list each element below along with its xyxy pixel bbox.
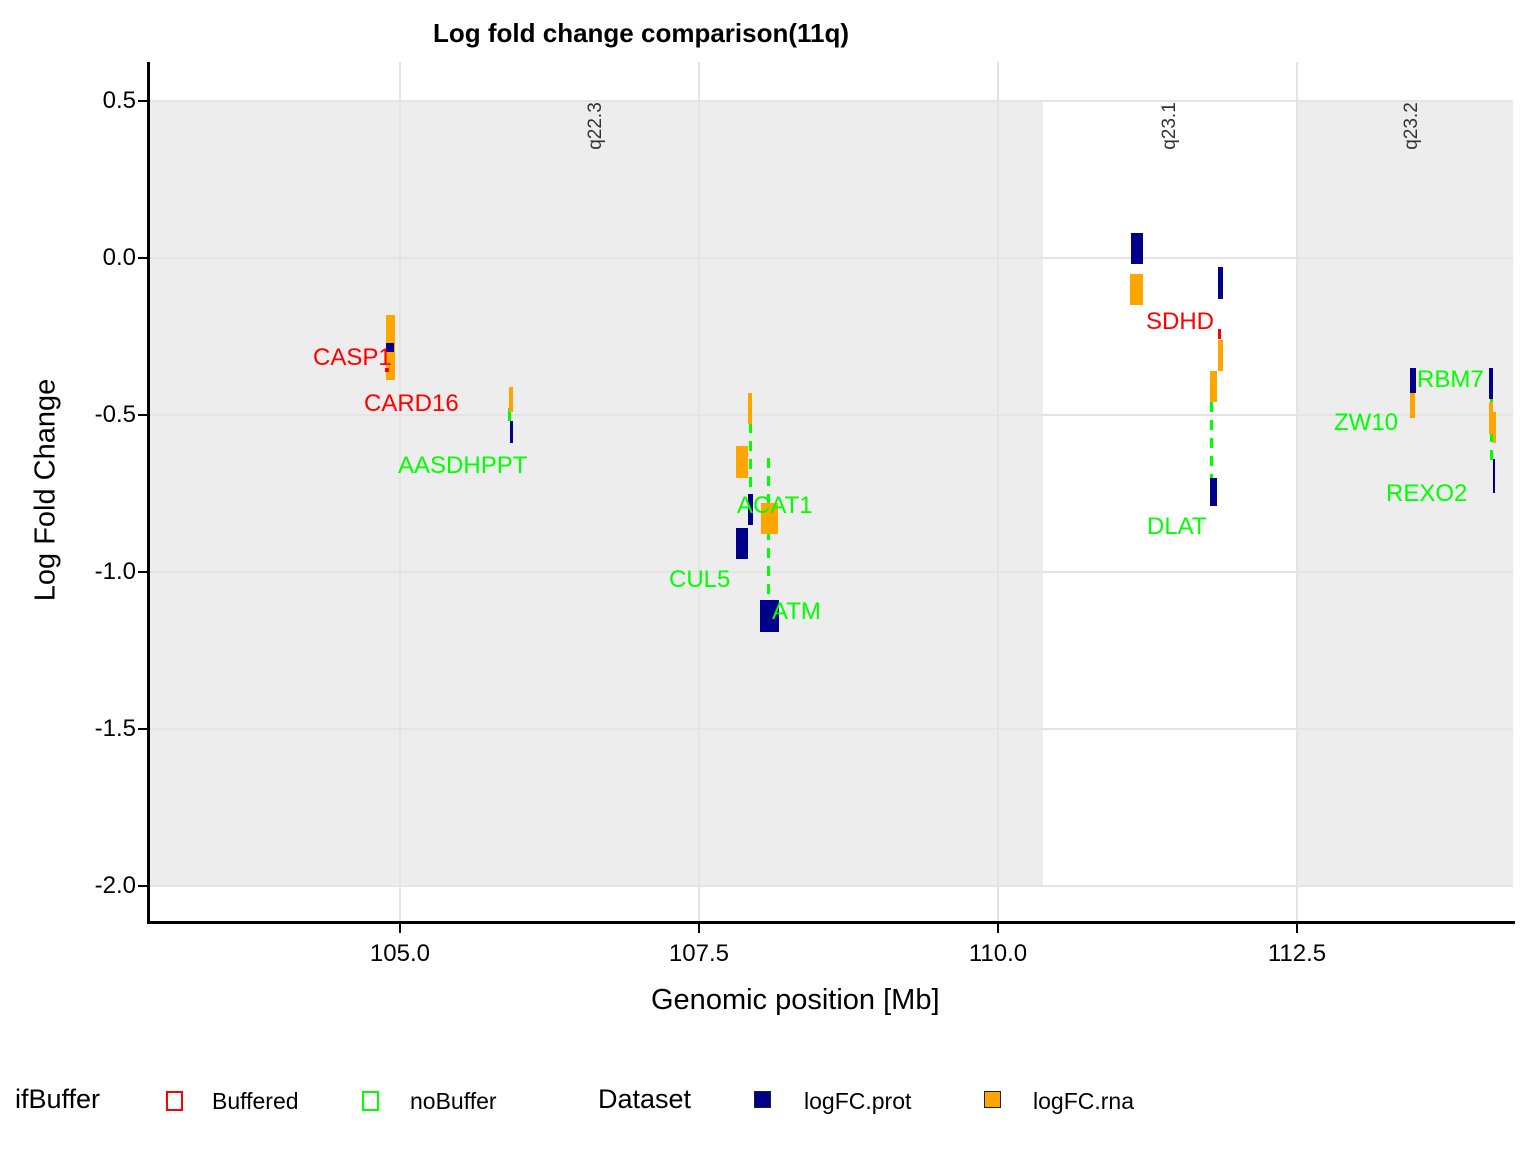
gene-label-ZW10: ZW10: [1334, 409, 1399, 436]
gene-label-ACAT1: ACAT1: [737, 492, 813, 519]
x-tick-label-110.0: 110.0: [968, 940, 1028, 967]
gene-label-REXO2: REXO2: [1386, 480, 1468, 507]
bar-ZW10-logFC.rna: [1410, 389, 1416, 419]
chart-title: Log fold change comparison(11q): [433, 18, 850, 48]
gene-label-DLAT: DLAT: [1147, 513, 1207, 540]
x-tick-112.5: [1295, 924, 1298, 933]
connector-SDHD: [1217, 329, 1221, 339]
legend-title-ifbuffer: ifBuffer: [15, 1084, 101, 1114]
gridline-y--1.5: [150, 728, 1513, 730]
bar-AASDHPPT-logFC.prot: [509, 421, 513, 444]
bar-REXO2-logFC.rna: [1492, 411, 1496, 444]
y-tick-label--0.5: -0.5: [94, 401, 136, 428]
bar-ACAT1-logFC.prot: [747, 493, 753, 525]
plot-area: q22.3 q23.1 q23.2 CASP1 CARD16 AASDHPPT CUL5 AC…: [94, 62, 1515, 967]
y-tick-0.5: [138, 100, 147, 102]
x-axis-line: [147, 921, 1515, 924]
bar-CUL5-logFC.rna: [736, 446, 749, 478]
legend-label-logfc-prot: logFC.prot: [804, 1088, 912, 1114]
gene-label-SDHD: SDHD: [1146, 308, 1215, 335]
gridline-x-107.5: [697, 62, 700, 921]
legend-label-logfc-rna: logFC.rna: [1033, 1088, 1134, 1114]
bar-RBM7-logFC.prot: [1488, 367, 1493, 400]
bar-ACAT1-logFC.rna: [748, 393, 753, 425]
y-axis-line: [147, 62, 150, 924]
gene-label-CASP1: CASP1: [313, 344, 392, 371]
gene-label-ATM: ATM: [772, 598, 821, 625]
gene-label-CUL5: CUL5: [669, 566, 731, 593]
gridline-x-110.0: [996, 62, 999, 921]
gridline-y--2.0: [150, 885, 1513, 887]
gene-label-CARD16: CARD16: [364, 390, 459, 417]
x-axis-title: Genomic position [Mb]: [651, 984, 940, 1016]
bar-SDHD-logFC.prot: [1217, 267, 1223, 299]
y-tick-label--1.5: -1.5: [94, 715, 136, 742]
gene-label-AASDHPPT: AASDHPPT: [398, 452, 528, 479]
cytoband-q23.2: [1296, 101, 1513, 886]
y-axis-title: Log Fold Change: [29, 378, 62, 602]
x-tick-label-105.0: 105.0: [369, 940, 430, 967]
y-tick-label-0.0: 0.0: [102, 244, 136, 271]
connector-AASDHPPT: [508, 408, 511, 421]
y-tick--1.0: [138, 571, 147, 573]
cytoband-label-q22.3: q22.3: [585, 102, 606, 150]
gridline-y--1.0: [150, 571, 1513, 573]
legend-swatch-buffered: [166, 1091, 183, 1111]
x-tick-110.0: [996, 924, 999, 933]
y-tick-0.0: [138, 257, 147, 259]
bar-DLAT-logFC.rna: [1209, 371, 1217, 403]
gridline-x-112.5: [1295, 62, 1298, 921]
y-tick--1.5: [138, 728, 147, 730]
bar-RBM7-logFC.rna: [1488, 402, 1493, 434]
bar-REXO2-logFC.prot: [1493, 458, 1496, 494]
gene-label-RBM7: RBM7: [1417, 366, 1484, 393]
bar-unlabeled-logFC.prot: [1130, 232, 1143, 265]
legend-title-dataset: Dataset: [598, 1084, 692, 1114]
legend-swatch-nobuffer: [362, 1091, 379, 1111]
gridline-y-0.0: [150, 257, 1513, 259]
bar-DLAT-logFC.prot: [1209, 477, 1217, 507]
bar-SDHD-logFC.rna: [1217, 339, 1223, 372]
connector-DLAT: [1210, 402, 1213, 480]
bar-ATM-logFC.rna: [761, 502, 779, 535]
bar-AASDHPPT-logFC.rna: [509, 386, 514, 412]
bar-ZW10-logFC.prot: [1409, 367, 1416, 393]
legend: ifBuffer Buffered noBuffer Dataset logFC…: [0, 1070, 1536, 1140]
cytoband-q22.3: [150, 101, 1043, 886]
y-tick-label--1.0: -1.0: [94, 558, 136, 585]
x-tick-107.5: [697, 924, 700, 933]
legend-label-buffered: Buffered: [212, 1088, 299, 1114]
connector-CARD16: [385, 368, 389, 372]
bar-CUL5-logFC.prot: [736, 528, 749, 560]
bar-unlabeled-logFC.rna: [1130, 273, 1144, 306]
x-tick-label-107.5: 107.5: [668, 940, 729, 967]
gridline-x-105.0: [398, 62, 401, 921]
gridline-y-0.5: [150, 100, 1513, 102]
bar-ATM-logFC.prot: [760, 600, 780, 632]
cytoband-label-q23.1: q23.1: [1159, 102, 1180, 150]
legend-swatch-logfc-rna: [984, 1091, 1001, 1108]
gridline-y--0.5: [150, 414, 1513, 416]
y-tick-label-0.5: 0.5: [102, 87, 136, 114]
cytoband-label-q23.2: q23.2: [1401, 102, 1422, 150]
y-tick--0.5: [138, 414, 147, 416]
legend-swatch-logfc-prot: [754, 1091, 771, 1108]
y-tick--2.0: [138, 885, 147, 887]
y-tick-label--2.0: -2.0: [94, 872, 136, 899]
legend-label-nobuffer: noBuffer: [410, 1088, 497, 1114]
connector-ACAT1: [748, 423, 752, 500]
x-tick-label-112.5: 112.5: [1267, 940, 1327, 967]
x-tick-105.0: [398, 924, 401, 933]
bar-CASP1-logFC.prot: [386, 342, 395, 353]
